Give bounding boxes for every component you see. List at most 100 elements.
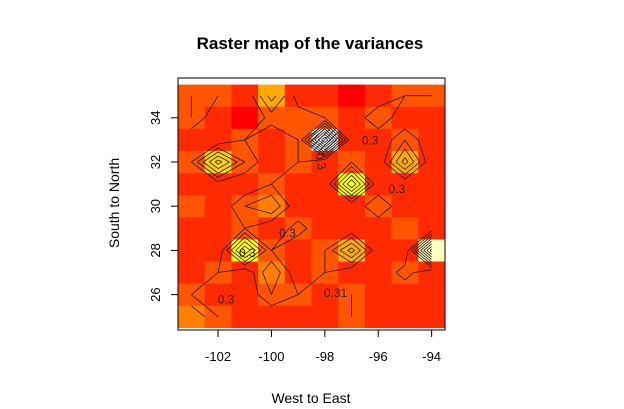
raster-cell	[364, 261, 392, 284]
x-tick-label: -96	[369, 349, 388, 364]
raster-cell	[364, 305, 392, 329]
raster-cell	[338, 239, 366, 262]
contour-line	[191, 95, 432, 318]
raster-cell	[338, 195, 366, 218]
raster-cell	[178, 217, 205, 240]
raster-cell	[418, 84, 446, 107]
raster-cell	[391, 195, 419, 218]
raster-cells	[178, 84, 446, 329]
raster-cell	[418, 261, 446, 284]
y-tick-label: 34	[148, 111, 163, 125]
y-axis: 26 28 30 32 34	[148, 111, 179, 302]
raster-cell	[204, 173, 232, 196]
raster-cell	[204, 283, 232, 306]
raster-cell	[364, 150, 392, 174]
contour-line	[208, 125, 432, 263]
raster-cell	[178, 239, 205, 262]
raster-cell	[284, 305, 312, 329]
raster-cell	[418, 195, 446, 218]
raster-cell	[204, 239, 232, 262]
raster-cell	[364, 173, 392, 196]
raster-cell	[258, 283, 286, 306]
raster-cell	[418, 150, 446, 174]
raster-cell	[231, 261, 259, 284]
raster-cell	[418, 305, 446, 329]
raster-cell	[364, 106, 392, 130]
x-tick-label: -94	[422, 349, 441, 364]
raster-cell	[391, 261, 419, 284]
raster-cell	[338, 261, 366, 284]
x-tick-label: -102	[205, 349, 231, 364]
raster-cell	[178, 261, 205, 284]
raster-cell	[204, 106, 232, 130]
y-tick-label: 28	[148, 243, 163, 257]
raster-cell	[258, 305, 286, 329]
chart-title: Raster map of the variances	[197, 34, 424, 53]
raster-cell	[364, 217, 392, 240]
raster-cell	[338, 106, 366, 130]
raster-cell	[364, 84, 392, 107]
raster-cell	[418, 217, 446, 240]
raster-cell	[204, 195, 232, 218]
y-axis-label: South to North	[106, 158, 122, 248]
raster-cell	[284, 195, 312, 218]
raster-cell	[391, 283, 419, 306]
raster-cell	[311, 150, 339, 174]
contour-line	[317, 134, 432, 255]
contour-lines	[190, 95, 432, 318]
raster-cell	[391, 150, 419, 174]
raster-cell	[311, 195, 339, 218]
x-tick-label: -98	[315, 349, 334, 364]
contour-label: 0.3	[239, 246, 256, 260]
raster-cell	[284, 239, 312, 262]
raster-cell	[231, 84, 259, 107]
raster-cell	[204, 128, 232, 152]
raster-cell	[284, 173, 312, 196]
raster-cell	[391, 305, 419, 329]
raster-cell	[284, 217, 312, 240]
raster-cell	[311, 283, 339, 306]
raster-cell	[311, 173, 339, 196]
raster-cell	[284, 261, 312, 284]
raster-cell	[391, 106, 419, 130]
raster-cell	[311, 84, 339, 107]
y-tick-label: 32	[148, 155, 163, 169]
raster-cell	[418, 283, 446, 306]
contour-label: 0.3	[279, 226, 296, 240]
raster-cell	[311, 305, 339, 329]
contour-label: 0.3	[312, 152, 329, 171]
raster-cell	[178, 195, 205, 218]
raster-cell	[231, 283, 259, 306]
contour-label: 0.31	[324, 286, 348, 300]
contour-line	[214, 128, 432, 260]
raster-cell	[231, 305, 259, 329]
raster-cell	[258, 195, 286, 218]
raster-cell	[231, 150, 259, 174]
raster-cell	[284, 106, 312, 130]
contour-line	[321, 136, 432, 253]
raster-cell	[258, 261, 286, 284]
raster-cell	[364, 128, 392, 152]
contour-label: 0.3	[218, 293, 235, 307]
raster-cell	[258, 106, 286, 130]
raster-cell	[178, 173, 205, 196]
raster-cell	[338, 305, 366, 329]
raster-cell	[178, 305, 205, 329]
raster-cell	[204, 217, 232, 240]
contour-labels: 0.3 0.3 0.3 0.3 0.3 0.31 0.3	[218, 133, 406, 306]
y-tick-label: 30	[148, 199, 163, 213]
raster-cell	[231, 106, 259, 130]
raster-cell	[258, 84, 286, 107]
raster-cell	[338, 217, 366, 240]
raster-cell	[391, 217, 419, 240]
raster-cell	[391, 239, 419, 262]
raster-cell	[391, 173, 419, 196]
raster-cell	[418, 173, 446, 196]
x-axis: -102 -100 -98 -96 -94	[205, 329, 441, 364]
raster-cell	[258, 128, 286, 152]
raster-cell	[418, 106, 446, 130]
contour-label: 0.3	[362, 133, 379, 147]
raster-cell	[364, 283, 392, 306]
